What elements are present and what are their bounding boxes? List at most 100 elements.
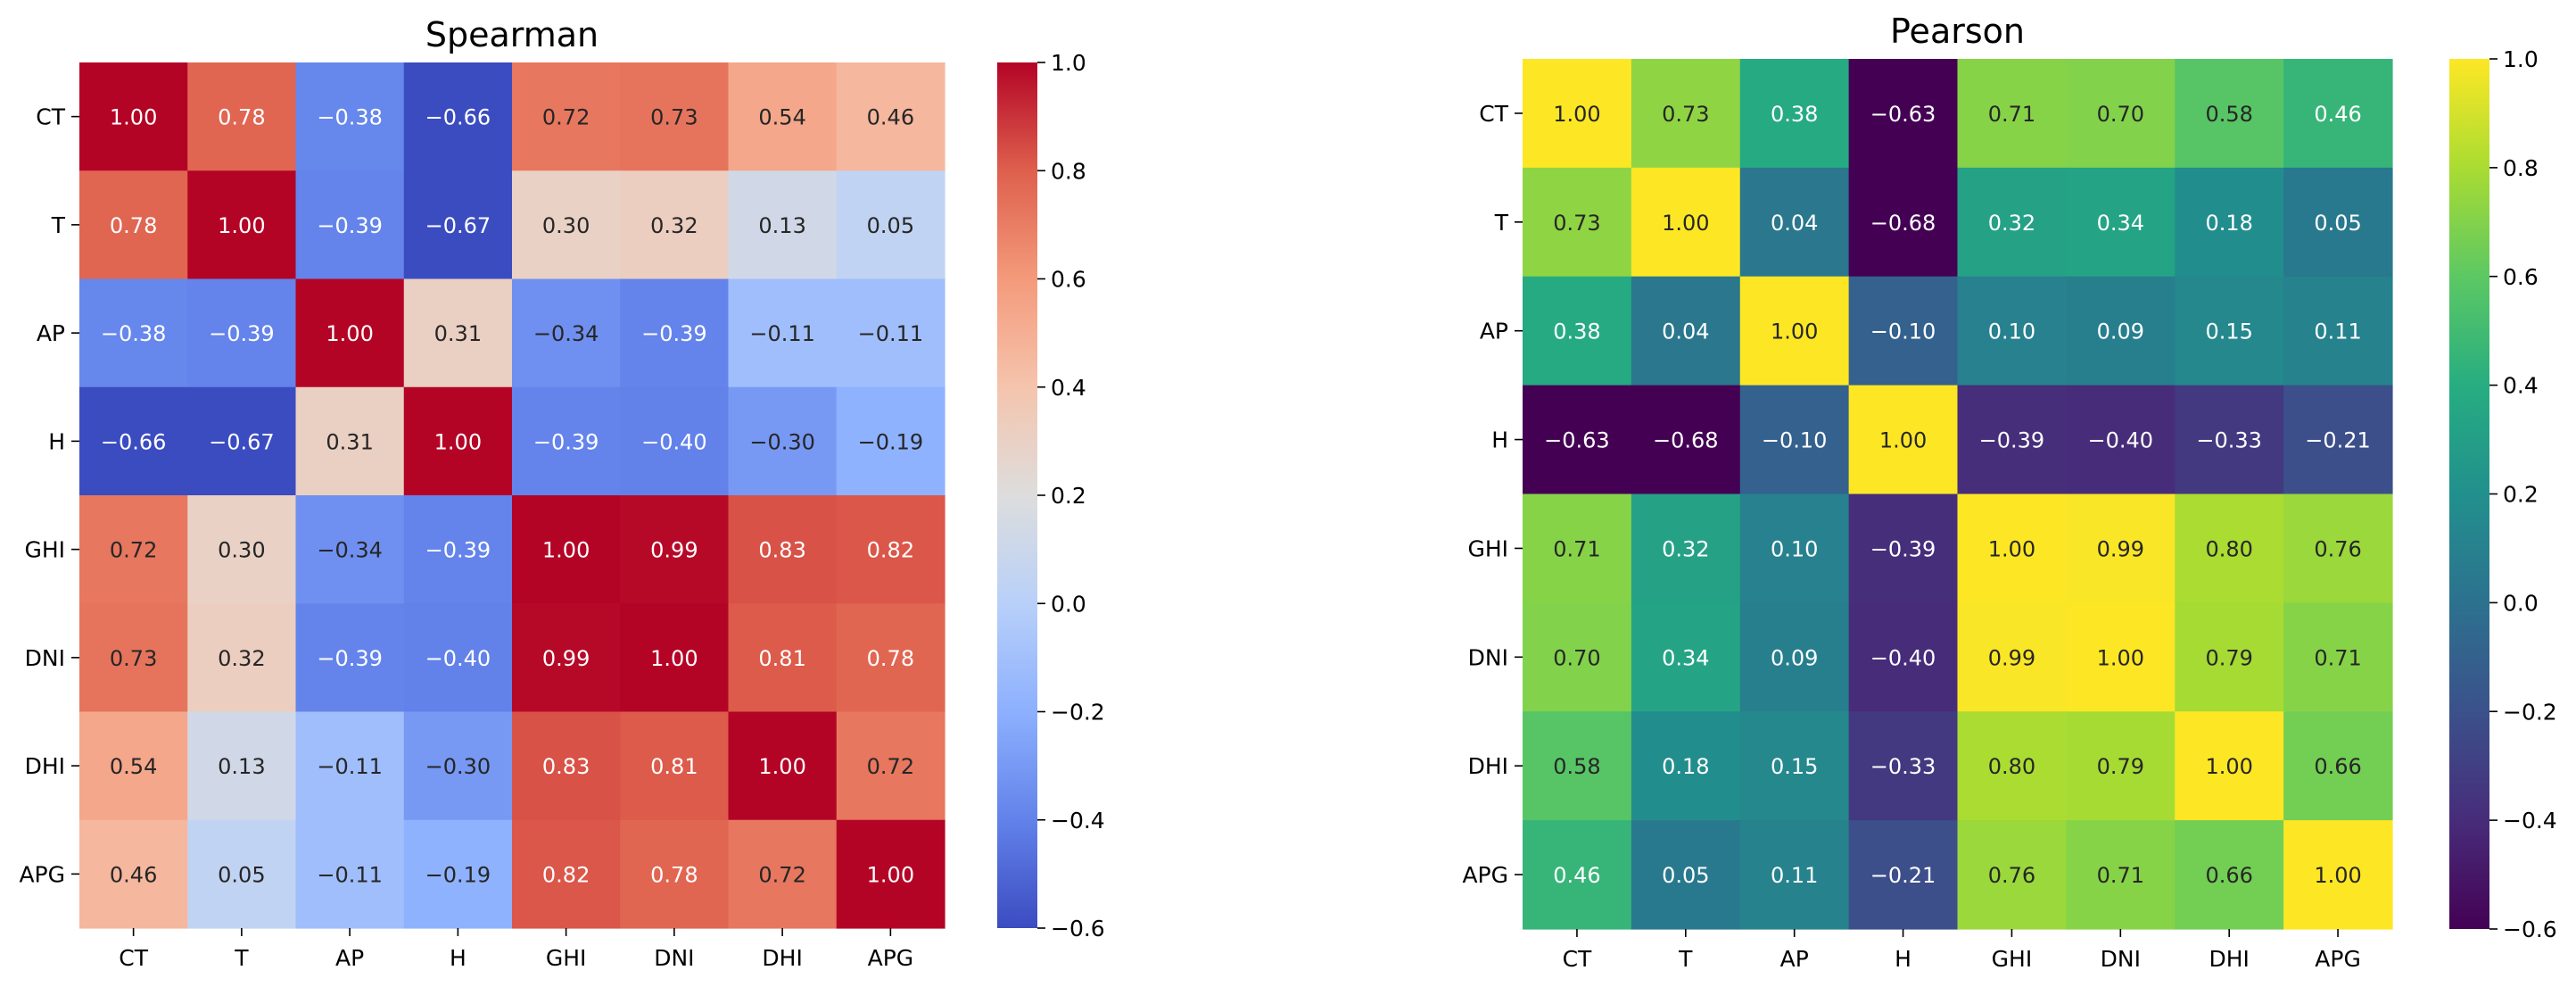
pearson-cell-GHI-GHI (1957, 494, 2067, 603)
pearson-cell-APG-CT (1523, 820, 1632, 930)
pearson-cell-APG-GHI (1957, 820, 2067, 930)
pearson-cell-GHI-T (1631, 494, 1741, 603)
spearman-cell-label-CT-AP: −0.38 (317, 105, 383, 130)
pearson-cell-AP-DNI (2066, 276, 2176, 386)
spearman-cell-label-AP-GHI: −0.34 (533, 321, 599, 346)
pearson-cell-DNI-T (1631, 602, 1741, 712)
spearman-cell-label-CT-H: −0.66 (425, 105, 491, 130)
spearman-cell-CT-DNI (620, 62, 730, 171)
pearson-cell-label-AP-AP: 1.00 (1771, 319, 1818, 344)
pearson-cell-label-DHI-APG: 0.66 (2314, 754, 2361, 779)
pearson-cell-label-APG-DHI: 0.66 (2205, 863, 2252, 888)
spearman-cell-DHI-DHI (728, 711, 838, 821)
spearman-cell-APG-DHI (728, 819, 838, 929)
spearman-cell-label-DHI-T: 0.13 (218, 754, 265, 779)
spearman-cell-label-GHI-T: 0.30 (218, 538, 265, 563)
spearman-cell-label-DHI-DNI: 0.81 (650, 754, 698, 779)
spearman-colorbar-tick-label: 1.0 (1051, 50, 1086, 76)
spearman-cell-AP-CT (79, 278, 188, 388)
pearson-xtick-APG: APG (2315, 946, 2361, 972)
spearman-cell-label-T-H: −0.67 (425, 213, 491, 238)
pearson-ytick-GHI: GHI (1467, 535, 1508, 561)
pearson-cell-label-DHI-AP: 0.15 (1771, 754, 1818, 779)
spearman-cell-APG-APG (836, 819, 945, 929)
pearson-cell-AP-AP (1739, 276, 1850, 386)
pearson-cell-H-DNI (2066, 385, 2176, 495)
pearson-cell-label-APG-GHI: 0.76 (1988, 863, 2035, 888)
spearman-cell-label-CT-DNI: 0.73 (650, 105, 698, 130)
spearman-cell-label-GHI-APG: 0.82 (867, 538, 914, 563)
spearman-cell-label-AP-DNI: −0.39 (641, 321, 707, 346)
pearson-colorbar-tick-label: −0.2 (2503, 699, 2557, 725)
spearman-xtick-H: H (450, 945, 466, 971)
pearson-cell-label-H-DHI: −0.33 (2196, 428, 2262, 453)
pearson-cell-APG-H (1848, 820, 1959, 930)
pearson-cell-label-T-H: −0.68 (1870, 211, 1936, 236)
pearson-cell-CT-T (1631, 59, 1741, 169)
spearman-cell-label-DNI-AP: −0.39 (317, 646, 383, 671)
pearson-cell-label-H-CT: −0.63 (1544, 428, 1610, 453)
spearman-cell-H-GHI (512, 386, 621, 496)
pearson-cell-label-GHI-AP: 0.10 (1771, 536, 1818, 561)
spearman-cell-label-AP-APG: −0.11 (858, 321, 924, 346)
pearson-cell-label-GHI-APG: 0.76 (2314, 536, 2361, 561)
pearson-cell-label-APG-H: −0.21 (1870, 863, 1936, 888)
pearson-cell-AP-CT (1523, 276, 1632, 386)
pearson-cell-AP-GHI (1957, 276, 2067, 386)
pearson-cell-T-DNI (2066, 167, 2176, 278)
spearman-cell-H-DNI (620, 386, 730, 496)
pearson-cell-label-DNI-APG: 0.71 (2314, 645, 2361, 670)
pearson-cell-H-DHI (2175, 385, 2284, 495)
spearman-colorbar-tick-label: −0.4 (1051, 808, 1105, 834)
pearson-cell-label-DNI-CT: 0.70 (1553, 645, 1600, 670)
pearson-cell-DHI-APG (2283, 711, 2393, 821)
pearson-ytick-CT: CT (1479, 101, 1508, 127)
spearman-cell-label-AP-AP: 1.00 (326, 321, 373, 346)
pearson-cell-DNI-GHI (1957, 602, 2067, 712)
spearman-cell-H-CT (79, 386, 188, 496)
spearman-cell-DNI-DNI (620, 603, 730, 713)
pearson-cell-label-CT-CT: 1.00 (1553, 102, 1600, 127)
spearman-cell-DHI-APG (836, 711, 945, 821)
spearman-cell-label-GHI-DHI: 0.83 (758, 538, 805, 563)
spearman-cell-label-DNI-DHI: 0.81 (758, 646, 805, 671)
pearson-cell-label-APG-APG: 1.00 (2314, 863, 2361, 888)
pearson-cell-H-GHI (1957, 385, 2067, 495)
pearson-cell-CT-AP (1739, 59, 1850, 169)
pearson-colorbar-tick-label: 1.0 (2503, 46, 2539, 72)
spearman-cell-APG-H (403, 819, 513, 929)
spearman-cell-label-DNI-H: −0.40 (425, 646, 491, 671)
pearson-colorbar-tick-label: −0.4 (2503, 808, 2557, 834)
spearman-ytick-DHI: DHI (25, 753, 65, 779)
spearman-cell-T-AP (295, 170, 405, 280)
spearman-cell-CT-DHI (728, 62, 838, 171)
spearman-cell-label-H-AP: 0.31 (326, 429, 373, 454)
pearson-cell-label-DHI-H: −0.33 (1870, 754, 1936, 779)
spearman-colorbar-tick-label: 0.0 (1051, 591, 1086, 617)
pearson-cell-label-T-GHI: 0.32 (1988, 211, 2035, 236)
spearman-cell-GHI-DHI (728, 495, 838, 604)
pearson-cell-label-DHI-DNI: 0.79 (2097, 754, 2144, 779)
spearman-cell-CT-APG (836, 62, 945, 171)
pearson-cell-H-CT (1523, 385, 1632, 495)
pearson-cell-CT-DHI (2175, 59, 2284, 169)
pearson-cell-DHI-GHI (1957, 711, 2067, 821)
pearson-cell-label-DHI-CT: 0.58 (1553, 754, 1600, 779)
spearman-cell-label-DNI-APG: 0.78 (867, 646, 914, 671)
pearson-cell-H-APG (2283, 385, 2393, 495)
pearson-cell-label-APG-AP: 0.11 (1771, 863, 1818, 888)
pearson-cell-label-CT-APG: 0.46 (2314, 102, 2361, 127)
pearson-cell-label-DNI-GHI: 0.99 (1988, 645, 2035, 670)
spearman-cell-label-DNI-T: 0.32 (218, 646, 265, 671)
pearson-cell-label-GHI-T: 0.32 (1662, 536, 1709, 561)
spearman-ytick-H: H (48, 428, 65, 454)
spearman-cell-label-T-DHI: 0.13 (758, 213, 805, 238)
pearson-title: Pearson (1890, 12, 2025, 51)
pearson-cell-label-DHI-DHI: 1.00 (2205, 754, 2252, 779)
spearman-cell-label-H-T: −0.67 (209, 429, 275, 454)
pearson-cell-H-AP (1739, 385, 1850, 495)
spearman-cell-CT-CT (79, 62, 188, 171)
pearson-colorbar-tick-label: −0.6 (2503, 916, 2557, 942)
pearson-ytick-AP: AP (1480, 319, 1508, 344)
spearman-cell-GHI-AP (295, 495, 405, 604)
